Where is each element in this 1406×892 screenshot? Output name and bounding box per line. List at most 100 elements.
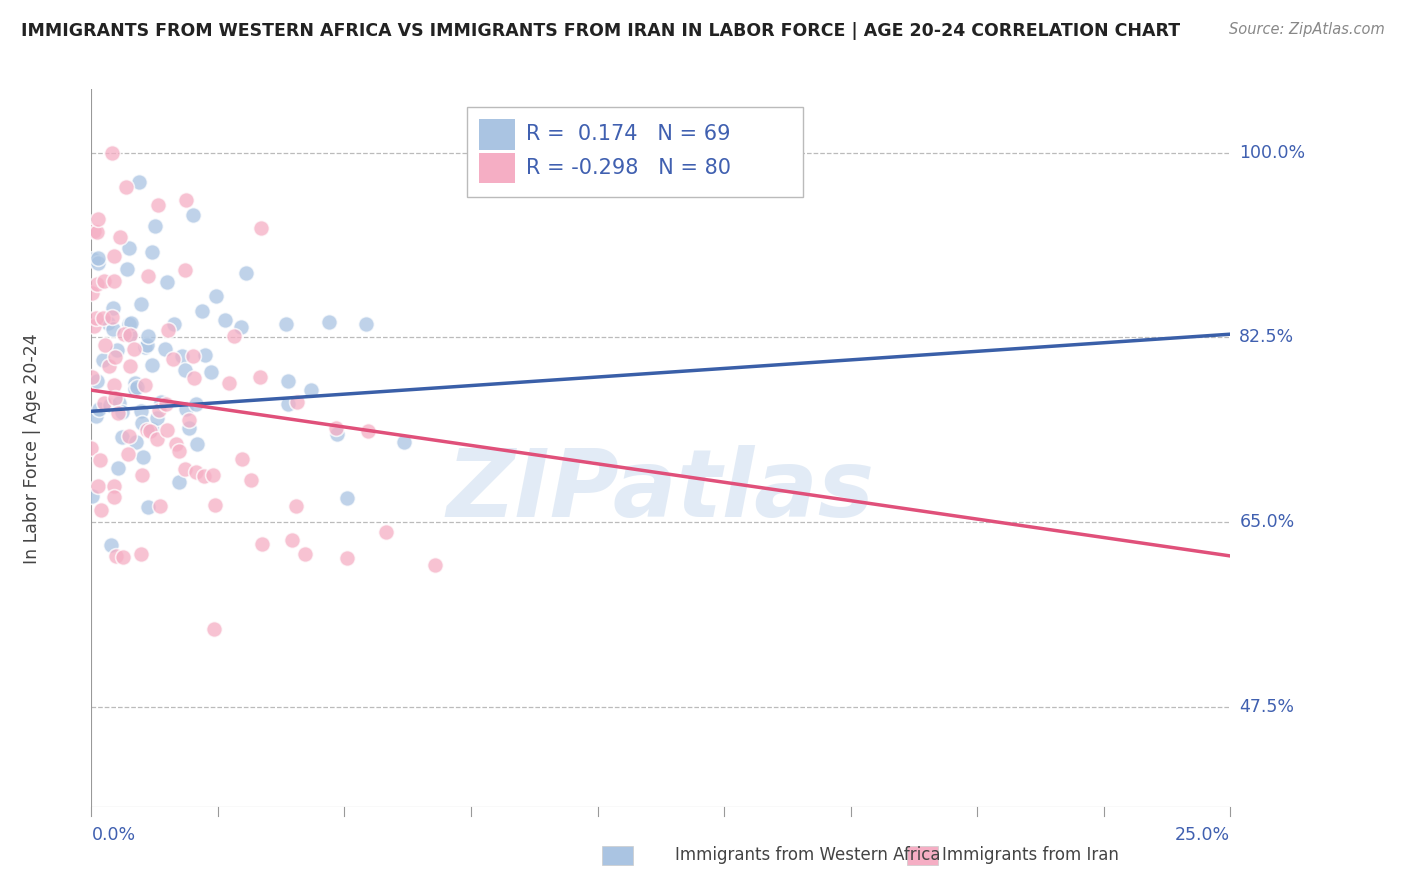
Point [104, 351, 127, 365]
Point [201, 468, 224, 483]
Point [173, 461, 195, 475]
Point [163, 317, 186, 331]
Point [128, 175, 150, 189]
Point [82, 252, 104, 266]
Point [299, 383, 322, 397]
Text: 82.5%: 82.5% [1239, 328, 1295, 346]
Point [222, 328, 245, 343]
FancyBboxPatch shape [478, 153, 515, 183]
Point [250, 220, 273, 235]
Point [136, 269, 159, 284]
Point [82, 370, 104, 384]
Point [118, 242, 141, 256]
Point [120, 327, 142, 342]
Text: 47.5%: 47.5% [1239, 698, 1295, 716]
Point [129, 297, 152, 311]
Point [155, 397, 177, 411]
Point [117, 429, 139, 443]
Point [218, 376, 240, 391]
Point [89, 452, 111, 467]
Point [117, 447, 139, 461]
Point [229, 320, 252, 334]
Point [145, 411, 167, 425]
Point [103, 491, 125, 505]
Text: ZIPatlas: ZIPatlas [447, 445, 875, 537]
Point [103, 274, 125, 288]
Point [103, 301, 125, 315]
Point [131, 416, 153, 430]
Text: R = -0.298   N = 80: R = -0.298 N = 80 [526, 158, 731, 178]
Point [86, 225, 108, 239]
Point [153, 343, 176, 357]
Point [80, 441, 103, 455]
Point [176, 193, 198, 207]
Point [174, 402, 197, 417]
Text: Immigrants from Iran: Immigrants from Iran [942, 846, 1119, 863]
Point [90, 503, 112, 517]
Point [82, 285, 104, 300]
Text: Immigrants from Western Africa: Immigrants from Western Africa [675, 846, 941, 863]
Point [231, 451, 253, 466]
Point [141, 422, 163, 436]
Point [177, 413, 200, 427]
Point [285, 395, 308, 409]
Point [124, 376, 146, 391]
Point [375, 524, 398, 539]
Point [134, 377, 156, 392]
Point [235, 266, 257, 280]
Point [141, 245, 163, 260]
Point [110, 229, 132, 244]
Point [107, 406, 129, 420]
Point [87, 251, 110, 265]
Point [97, 316, 120, 330]
Text: 65.0%: 65.0% [1239, 513, 1295, 531]
Point [173, 262, 195, 277]
Point [250, 536, 273, 550]
Text: IMMIGRANTS FROM WESTERN AFRICA VS IMMIGRANTS FROM IRAN IN LABOR FORCE | AGE 20-2: IMMIGRANTS FROM WESTERN AFRICA VS IMMIGR… [21, 22, 1180, 40]
Point [325, 420, 347, 434]
Point [132, 450, 155, 464]
Point [103, 479, 125, 493]
Point [107, 460, 129, 475]
Point [112, 327, 135, 342]
Point [125, 434, 148, 449]
Point [318, 314, 340, 328]
Point [194, 349, 217, 363]
Point [131, 467, 153, 482]
Point [101, 310, 124, 325]
Point [98, 398, 121, 412]
Point [149, 499, 172, 513]
Point [118, 359, 141, 373]
Point [186, 465, 208, 479]
Point [93, 396, 115, 410]
Point [125, 380, 148, 394]
Point [115, 262, 138, 277]
Point [157, 323, 180, 337]
Point [97, 359, 120, 374]
Point [141, 358, 163, 372]
Point [162, 352, 184, 367]
Point [204, 499, 226, 513]
Point [167, 475, 190, 489]
Point [277, 396, 299, 410]
Point [143, 219, 166, 234]
Point [148, 403, 170, 417]
Point [285, 500, 308, 514]
Point [86, 311, 108, 326]
Text: 100.0%: 100.0% [1239, 144, 1306, 161]
Point [274, 318, 297, 332]
Point [86, 211, 108, 226]
Point [136, 500, 159, 514]
Point [139, 425, 162, 439]
Point [118, 328, 141, 343]
Point [277, 374, 299, 388]
Point [101, 322, 124, 336]
Point [93, 310, 115, 325]
Point [93, 274, 115, 288]
Point [186, 436, 208, 450]
Text: 0.0%: 0.0% [91, 826, 135, 844]
Point [100, 538, 122, 552]
Point [394, 434, 416, 449]
Point [335, 491, 357, 506]
Point [87, 479, 110, 493]
